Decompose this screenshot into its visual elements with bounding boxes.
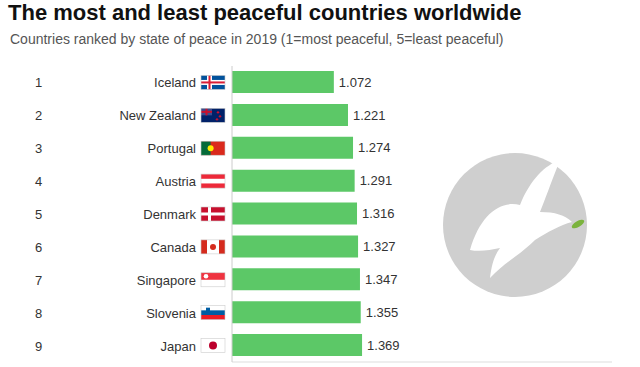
svg-text:New Zealand: New Zealand: [119, 108, 196, 123]
svg-text:7: 7: [35, 273, 42, 288]
svg-text:Portugal: Portugal: [148, 141, 197, 156]
svg-text:Denmark: Denmark: [143, 207, 196, 222]
html-text:The most and least peaceful co: The most and least peaceful countries wo…: [8, 0, 522, 25]
svg-text:5: 5: [35, 207, 42, 222]
svg-text:1.355: 1.355: [366, 305, 399, 320]
svg-text:1.369: 1.369: [367, 338, 400, 353]
svg-text:6: 6: [35, 240, 42, 255]
svg-text:1.274: 1.274: [358, 140, 391, 155]
svg-text:3: 3: [35, 141, 42, 156]
svg-text:Austria: Austria: [156, 174, 197, 189]
svg-text:4: 4: [35, 174, 42, 189]
svg-text:9: 9: [35, 339, 42, 354]
svg-text:1.291: 1.291: [360, 173, 393, 188]
svg-text:Singapore: Singapore: [137, 273, 196, 288]
svg-text:1.072: 1.072: [339, 75, 372, 90]
svg-text:1.347: 1.347: [365, 272, 398, 287]
html-text:Countries ranked by state of p: Countries ranked by state of peace in 20…: [10, 31, 504, 47]
svg-text:1.327: 1.327: [363, 239, 396, 254]
svg-text:Canada: Canada: [150, 240, 196, 255]
svg-text:2: 2: [35, 108, 42, 123]
svg-text:1: 1: [35, 75, 42, 90]
svg-text:Slovenia: Slovenia: [146, 306, 197, 321]
svg-text:Japan: Japan: [161, 339, 196, 354]
svg-text:Iceland: Iceland: [154, 75, 196, 90]
svg-text:1.221: 1.221: [353, 108, 386, 123]
svg-text:8: 8: [35, 306, 42, 321]
svg-text:1.316: 1.316: [362, 206, 395, 221]
